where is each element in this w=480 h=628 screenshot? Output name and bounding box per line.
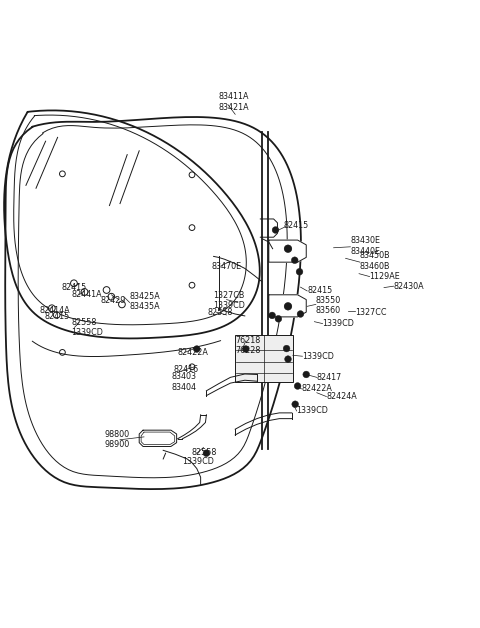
Text: 82430A: 82430A bbox=[394, 282, 424, 291]
Text: 82415: 82415 bbox=[44, 312, 70, 322]
Circle shape bbox=[284, 303, 292, 310]
Circle shape bbox=[303, 371, 310, 378]
Text: 82441A: 82441A bbox=[71, 290, 102, 300]
Text: 1339CD: 1339CD bbox=[323, 319, 354, 328]
Text: 82429: 82429 bbox=[101, 296, 126, 305]
Circle shape bbox=[292, 401, 299, 408]
Text: 82416: 82416 bbox=[174, 365, 199, 374]
Circle shape bbox=[285, 246, 291, 252]
Circle shape bbox=[71, 280, 77, 286]
Text: 83430E
83440E: 83430E 83440E bbox=[350, 236, 380, 256]
Text: 83403
83404: 83403 83404 bbox=[172, 372, 197, 392]
Text: 82558: 82558 bbox=[208, 308, 233, 317]
Circle shape bbox=[108, 293, 115, 300]
Text: 1339CD: 1339CD bbox=[182, 457, 214, 467]
Circle shape bbox=[53, 311, 60, 318]
Circle shape bbox=[242, 345, 249, 352]
Text: 83470E: 83470E bbox=[211, 263, 241, 271]
Circle shape bbox=[119, 301, 125, 308]
Circle shape bbox=[269, 312, 276, 319]
Text: 76218
76228: 76218 76228 bbox=[235, 336, 261, 355]
Text: 82414A: 82414A bbox=[39, 306, 70, 315]
Text: 1339CD: 1339CD bbox=[302, 352, 334, 360]
Text: 83450B
83460B: 83450B 83460B bbox=[360, 251, 391, 271]
Circle shape bbox=[48, 305, 55, 311]
Circle shape bbox=[81, 288, 88, 295]
Text: 82415: 82415 bbox=[61, 283, 87, 291]
Circle shape bbox=[275, 315, 282, 322]
Text: 82424A: 82424A bbox=[326, 392, 357, 401]
Polygon shape bbox=[139, 430, 177, 447]
Circle shape bbox=[203, 450, 210, 457]
Polygon shape bbox=[269, 295, 306, 317]
Text: 82415: 82415 bbox=[307, 286, 333, 295]
Circle shape bbox=[297, 311, 304, 317]
Circle shape bbox=[272, 227, 279, 234]
Text: 1339CD: 1339CD bbox=[297, 406, 328, 416]
Text: 82417: 82417 bbox=[317, 373, 342, 382]
Circle shape bbox=[193, 345, 200, 352]
Text: 82558
1339CD: 82558 1339CD bbox=[71, 318, 103, 337]
Circle shape bbox=[294, 382, 301, 389]
Circle shape bbox=[284, 245, 292, 252]
Text: 82422A: 82422A bbox=[301, 384, 332, 393]
Circle shape bbox=[291, 257, 298, 264]
Text: 1327CC: 1327CC bbox=[355, 308, 387, 317]
Circle shape bbox=[285, 355, 291, 362]
Polygon shape bbox=[269, 240, 306, 262]
Text: 83411A
83421A: 83411A 83421A bbox=[218, 92, 249, 112]
Text: 83425A
83435A: 83425A 83435A bbox=[130, 292, 160, 311]
Text: 1129AE: 1129AE bbox=[370, 272, 400, 281]
Text: 82422A: 82422A bbox=[178, 348, 208, 357]
Text: 82415: 82415 bbox=[283, 221, 309, 230]
Text: 82558: 82558 bbox=[191, 448, 216, 457]
FancyBboxPatch shape bbox=[235, 335, 293, 382]
Circle shape bbox=[285, 303, 291, 310]
Text: 98800
98900: 98800 98900 bbox=[105, 430, 130, 450]
Text: 1327CB
1339CD: 1327CB 1339CD bbox=[214, 291, 245, 310]
Circle shape bbox=[283, 345, 290, 352]
Circle shape bbox=[296, 268, 303, 275]
Circle shape bbox=[103, 286, 110, 293]
Text: 83550
83560: 83550 83560 bbox=[316, 296, 341, 315]
